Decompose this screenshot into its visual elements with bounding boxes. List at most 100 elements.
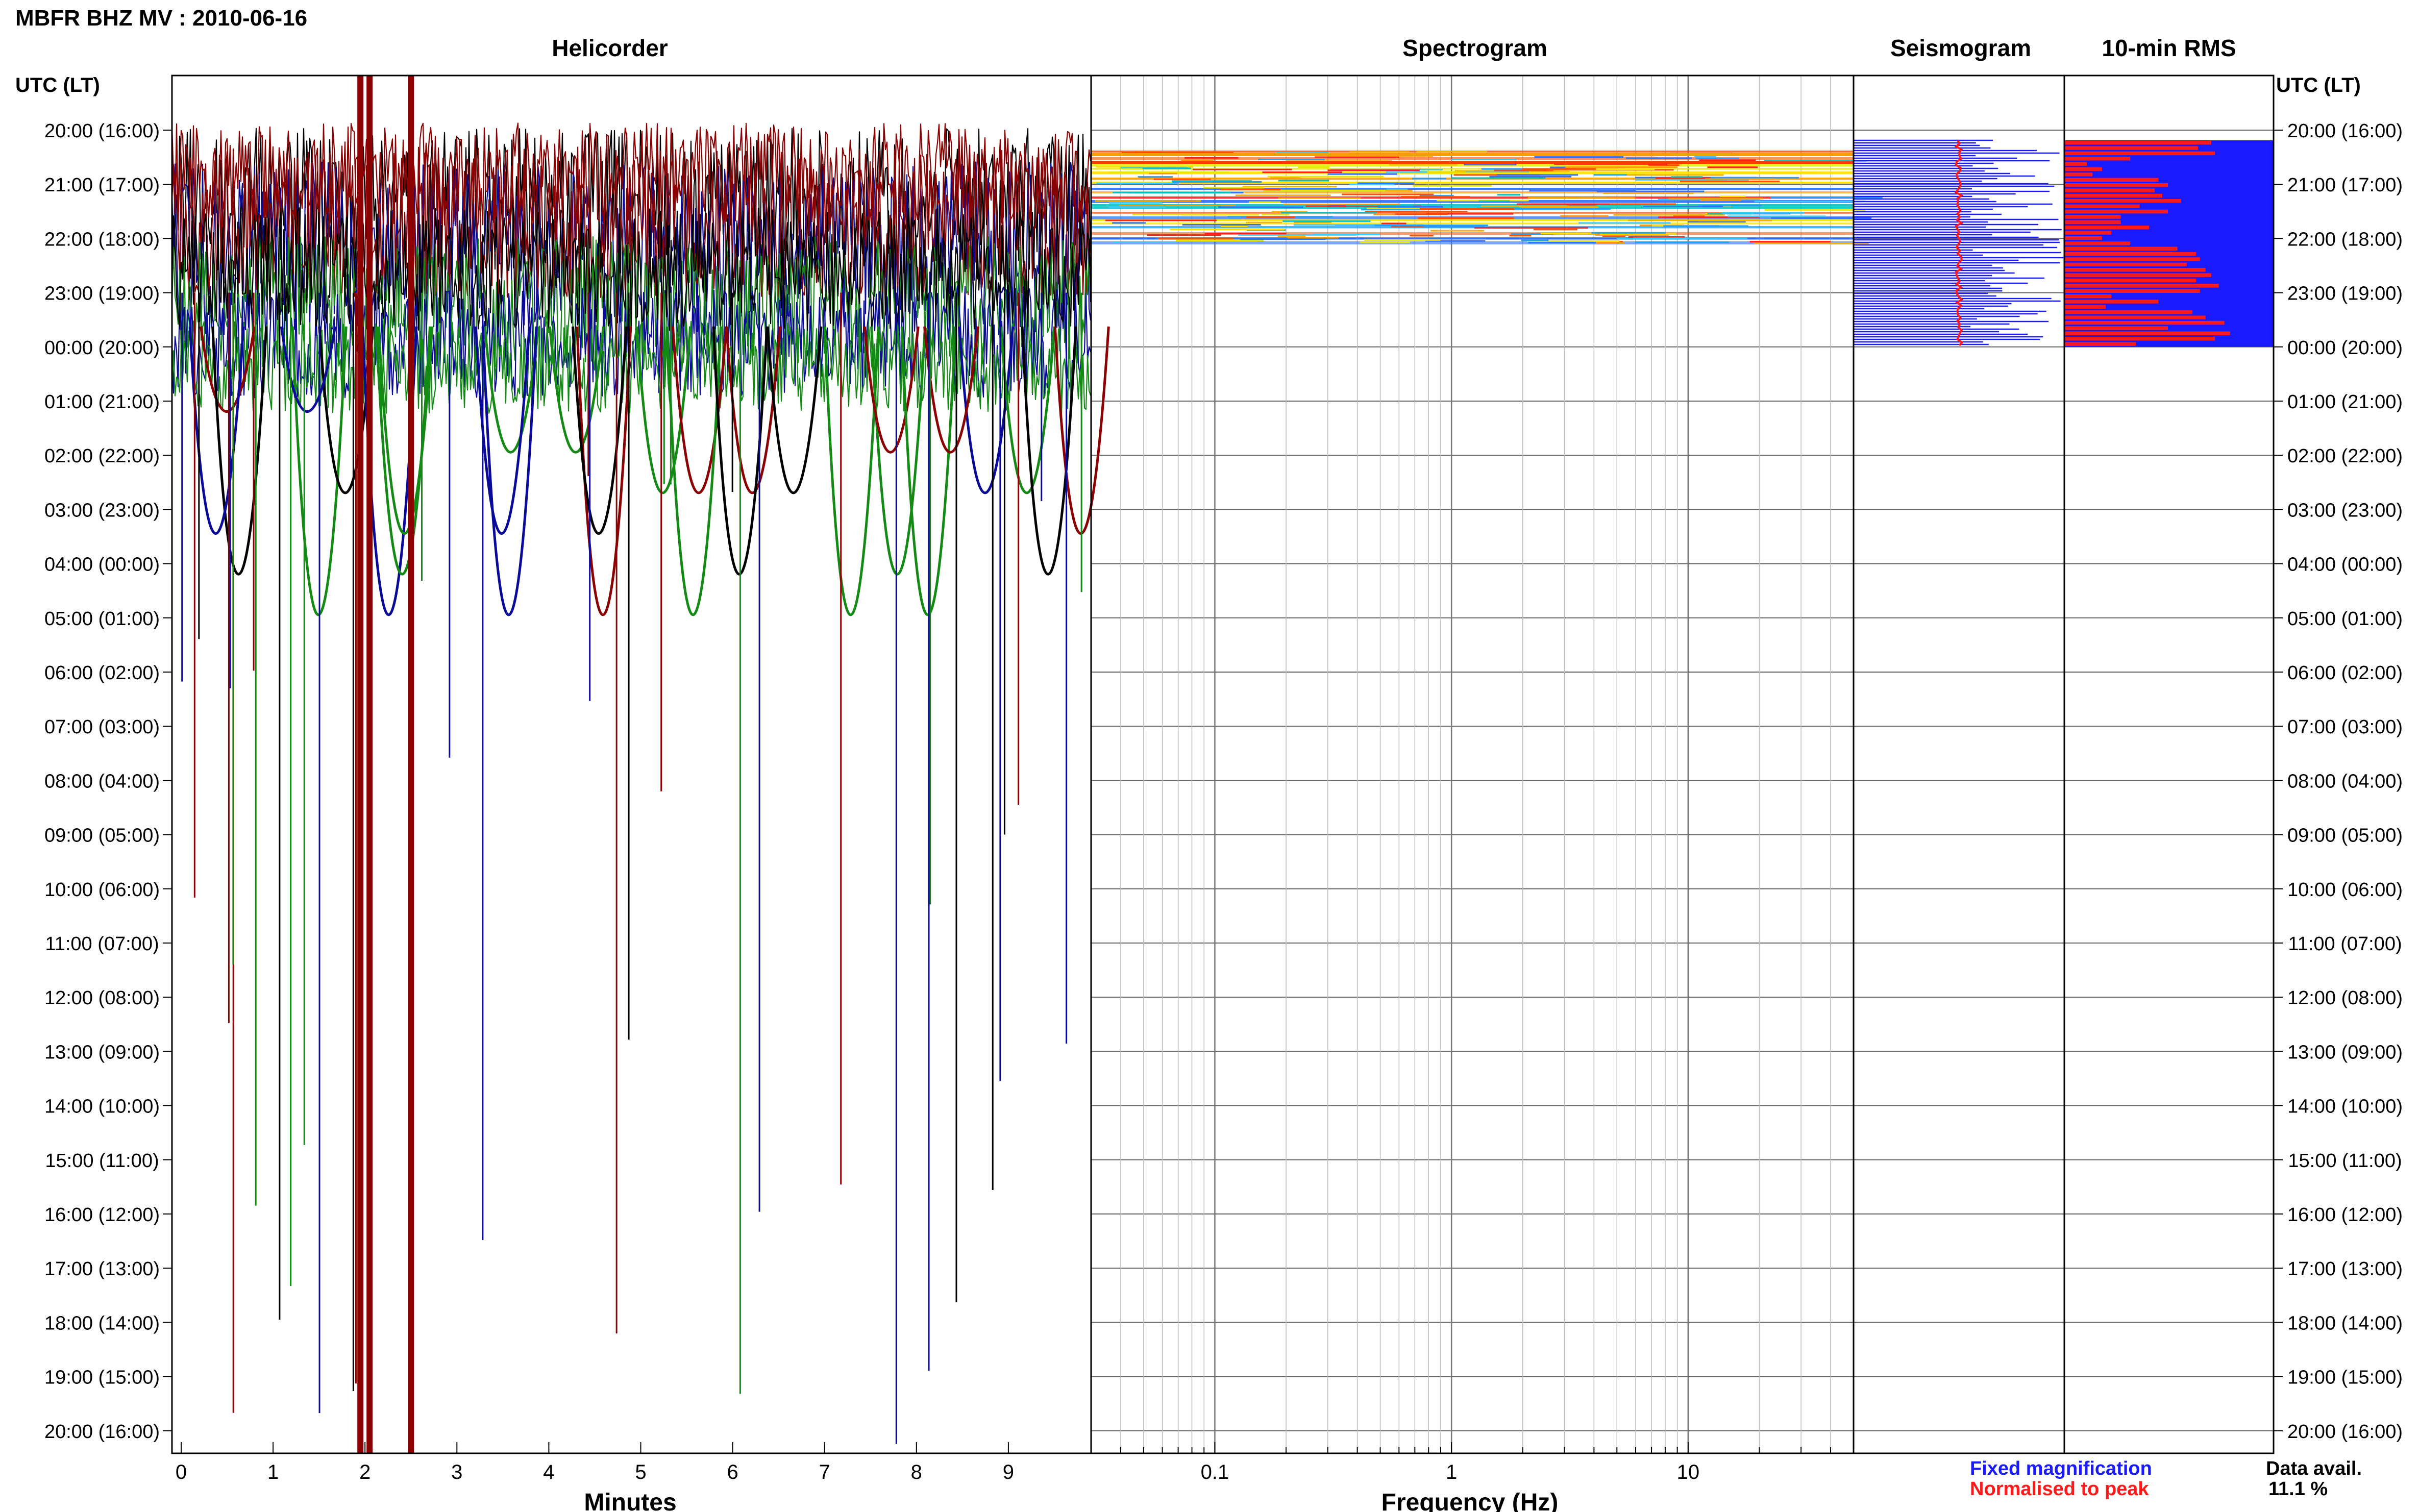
rms-bar	[2064, 141, 2211, 145]
spectrogram-segment	[1707, 166, 1758, 168]
spectrogram-segment	[1346, 205, 1414, 207]
spectrogram-segment	[1342, 193, 1434, 195]
rms-title: 10-min RMS	[2102, 35, 2236, 61]
spectrogram-segment	[1749, 241, 1831, 243]
time-label-left: 15:00 (11:00)	[45, 1150, 159, 1172]
time-label-right: 19:00 (15:00)	[2287, 1367, 2403, 1389]
spectrogram-segment	[1655, 177, 1750, 179]
time-label-right: 15:00 (11:00)	[2288, 1150, 2402, 1172]
spectrogram-segment	[1294, 221, 1332, 224]
spectrogram-segment	[1478, 200, 1510, 202]
spectrogram-segment	[1597, 190, 1705, 192]
spectrogram-segment	[1263, 189, 1386, 191]
spectrogram-band	[1091, 212, 1854, 214]
spectrogram-segment	[1591, 232, 1666, 234]
spectrogram-segment	[1158, 238, 1233, 240]
spectrogram-segment	[1578, 222, 1671, 224]
rms-bar	[2064, 146, 2198, 150]
rms-bar	[2064, 215, 2121, 219]
spectrogram-segment	[1613, 214, 1725, 216]
rms-bar	[2064, 300, 2159, 304]
spectrogram-segment	[1705, 178, 1774, 180]
time-label-left: 22:00 (18:00)	[44, 229, 160, 250]
time-label-left: 14:00 (10:00)	[44, 1096, 160, 1118]
rms-bar	[2064, 315, 2206, 319]
spectrogram-segment	[1414, 170, 1529, 172]
spectrogram-segment	[1699, 159, 1756, 161]
time-label-right: 16:00 (12:00)	[2287, 1204, 2403, 1226]
spectrogram-segment	[1381, 222, 1406, 225]
spectrogram-segment	[1593, 174, 1645, 176]
data-avail-label: Data avail.	[2266, 1458, 2362, 1479]
spectrogram-band	[1091, 188, 1854, 190]
spectrogram-segment	[1184, 157, 1239, 159]
spectrogram-segment	[1153, 178, 1211, 180]
spectrogram-segment	[1095, 200, 1201, 202]
spectrogram-band	[1091, 161, 1854, 164]
rms-bar	[2064, 188, 2155, 192]
helicorder-traces	[171, 76, 1110, 1453]
legend-normalised-to-peak: Normalised to peak	[1970, 1478, 2149, 1500]
spectrogram-segment	[1509, 235, 1532, 237]
helicorder-swing	[725, 326, 781, 494]
axis-ticks: 0.1 1 10 0 1 2 3 4 5 6 7 8 9	[163, 130, 2283, 1483]
spectrogram-segment	[1278, 197, 1361, 199]
frequency-axis-label: Frequency (Hz)	[1381, 1489, 1559, 1512]
minute-tick-label: 3	[451, 1461, 462, 1483]
spectrogram-segment	[1246, 221, 1282, 224]
spectrogram-segment	[1707, 213, 1754, 215]
time-label-right: 20:00 (16:00)	[2287, 120, 2403, 142]
spectrogram-segment	[1430, 230, 1485, 232]
spectrogram-segment	[1270, 177, 1296, 179]
spectrogram-bands	[1091, 151, 1883, 244]
spectrogram-segment	[1365, 211, 1468, 213]
spectrogram-band	[1091, 153, 1854, 156]
spectrogram-segment	[1711, 177, 1799, 179]
helicorder-swing	[870, 326, 927, 576]
spectrogram-segment	[1719, 195, 1746, 197]
rms-bar	[2064, 178, 2159, 182]
rms-bar	[2064, 236, 2102, 240]
spectrogram-segment	[1728, 213, 1791, 215]
spectrogram-segment	[1192, 168, 1292, 170]
rms-frame	[2063, 75, 2275, 1454]
spectrogram-segment	[1138, 176, 1173, 178]
rms-bar	[2064, 183, 2168, 187]
spectrogram-segment	[1694, 156, 1716, 158]
spectrogram-segment	[1602, 235, 1626, 237]
spectrogram-band	[1091, 241, 1854, 244]
helicorder-swing	[291, 326, 348, 616]
page-title: MBFR BHZ MV : 2010-06-16	[15, 6, 307, 31]
spectrogram-segment	[1754, 242, 1869, 244]
spectrogram-segment	[1714, 171, 1817, 173]
spectrogram-segment	[1394, 213, 1448, 215]
helicorder-swing	[571, 326, 628, 535]
time-label-right: 02:00 (22:00)	[2287, 445, 2403, 467]
spectrogram-segment	[1673, 215, 1705, 217]
time-label-left: 21:00 (17:00)	[44, 175, 160, 196]
helicorder-swing	[483, 326, 540, 454]
spectrogram-segment	[1451, 159, 1517, 161]
spectrogram-segment	[1425, 240, 1486, 242]
rms-bar	[2064, 331, 2230, 336]
helicorder-swing	[665, 326, 722, 616]
seismogram-normalised-line	[1954, 139, 1964, 346]
spectrogram-segment	[1182, 224, 1261, 226]
spectrogram-segment	[1587, 203, 1676, 205]
spectrogram-segment	[1546, 168, 1655, 170]
helicorder-swing	[823, 326, 880, 616]
spectrogram-segment	[1108, 206, 1166, 208]
spectrogram-segment	[1174, 200, 1197, 202]
rms-bar	[2064, 172, 2093, 177]
time-label-left: 06:00 (02:00)	[44, 662, 160, 684]
minute-tick-label: 5	[635, 1461, 646, 1483]
time-label-left: 05:00 (01:00)	[44, 608, 160, 630]
spectrogram-segment	[1360, 241, 1410, 243]
spectrogram-segment	[1113, 191, 1231, 193]
helicorder-trace	[171, 122, 1092, 226]
spectrogram-segment	[1600, 233, 1676, 235]
rms-bar	[2064, 162, 2087, 166]
spectrogram-segment	[1412, 178, 1446, 180]
rms-bar	[2064, 241, 2131, 245]
